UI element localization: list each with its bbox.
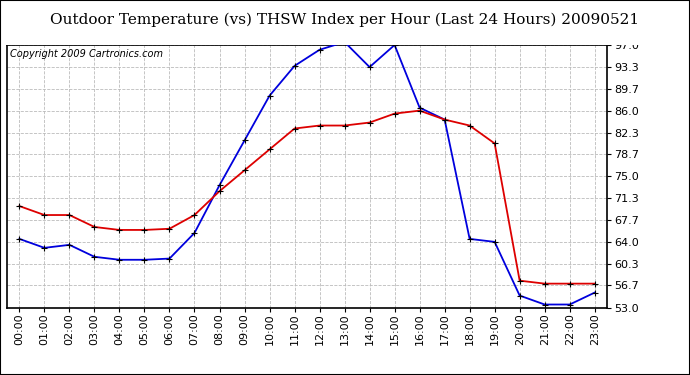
Text: Outdoor Temperature (vs) THSW Index per Hour (Last 24 Hours) 20090521: Outdoor Temperature (vs) THSW Index per … <box>50 13 640 27</box>
Text: Copyright 2009 Cartronics.com: Copyright 2009 Cartronics.com <box>10 49 163 59</box>
